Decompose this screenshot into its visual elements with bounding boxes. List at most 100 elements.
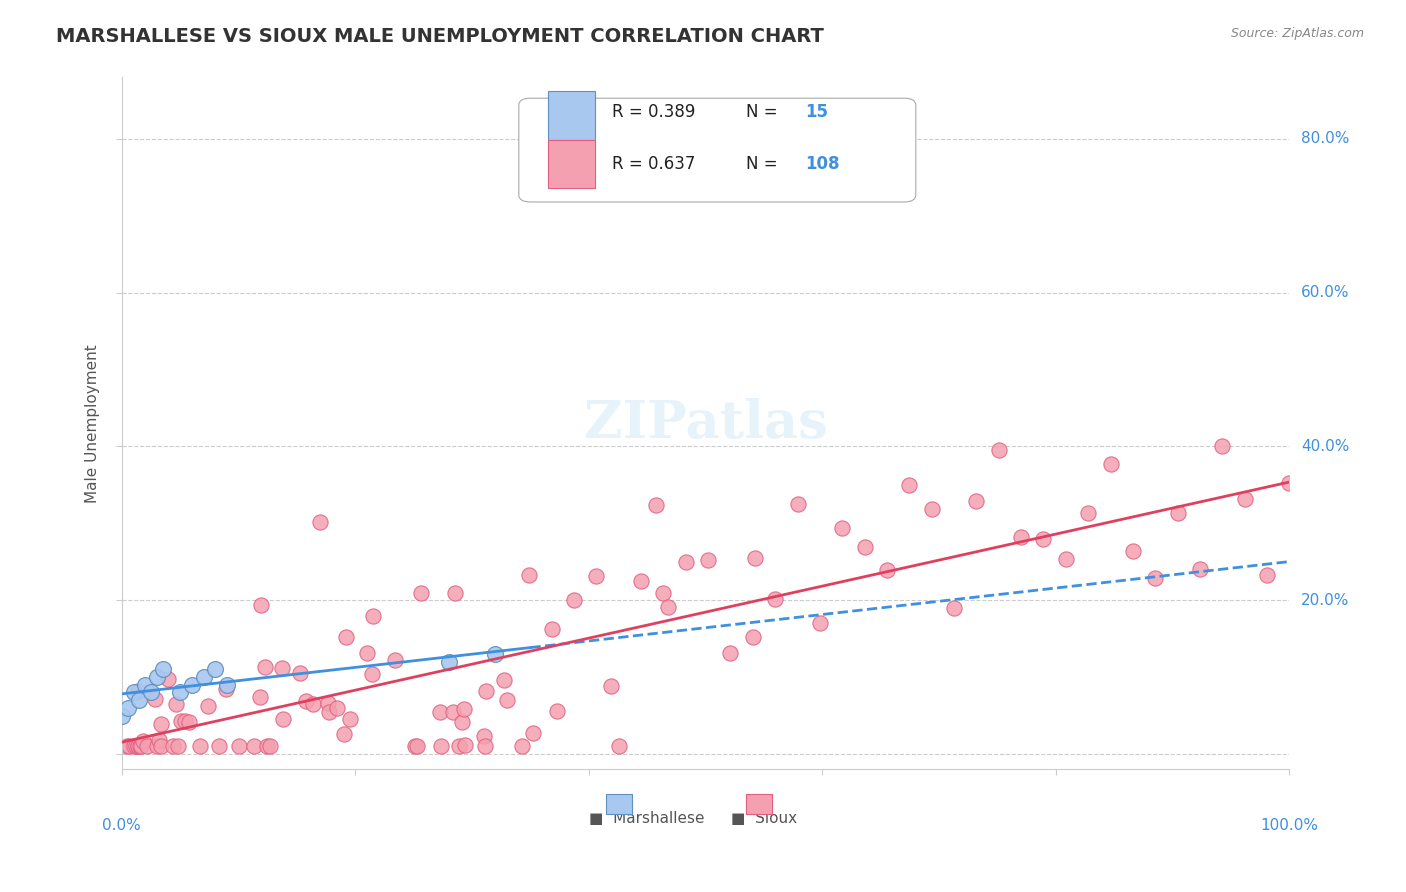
Point <box>741 630 763 644</box>
Point <box>1188 562 1211 576</box>
Point <box>443 586 465 600</box>
Point <box>853 540 876 554</box>
Text: MARSHALLESE VS SIOUX MALE UNEMPLOYMENT CORRELATION CHART: MARSHALLESE VS SIOUX MALE UNEMPLOYMENT C… <box>56 27 824 45</box>
Point <box>122 685 145 699</box>
Point <box>987 442 1010 457</box>
Point <box>127 739 149 754</box>
Point <box>288 666 311 681</box>
Point <box>1122 544 1144 558</box>
Text: Source: ZipAtlas.com: Source: ZipAtlas.com <box>1230 27 1364 40</box>
Point <box>335 630 357 644</box>
Point <box>215 678 238 692</box>
Point <box>1099 458 1122 472</box>
Point <box>510 739 533 754</box>
Text: 100.0%: 100.0% <box>1260 818 1319 833</box>
Point <box>356 647 378 661</box>
Point <box>132 734 155 748</box>
Text: N =: N = <box>747 103 778 121</box>
Point <box>271 711 294 725</box>
Point <box>259 739 281 754</box>
Bar <box>548 140 595 188</box>
Point <box>134 678 156 692</box>
Point <box>1211 439 1233 453</box>
Point <box>150 739 173 754</box>
Point <box>475 684 498 698</box>
Point <box>472 729 495 743</box>
Point <box>1256 568 1278 582</box>
Point <box>169 685 191 699</box>
Point <box>117 701 139 715</box>
Point <box>124 739 146 754</box>
Point <box>451 715 474 730</box>
Text: ZIPatlas: ZIPatlas <box>583 398 828 449</box>
Bar <box>606 794 633 814</box>
Point <box>644 498 666 512</box>
Point <box>332 727 354 741</box>
Point <box>136 739 159 754</box>
FancyBboxPatch shape <box>519 98 915 202</box>
Point <box>197 698 219 713</box>
Point <box>149 717 172 731</box>
Point <box>309 516 332 530</box>
Text: R = 0.637: R = 0.637 <box>612 155 696 173</box>
Point <box>437 655 460 669</box>
Point <box>129 739 152 754</box>
Point <box>270 661 292 675</box>
Point <box>301 698 323 712</box>
Bar <box>747 794 772 814</box>
Point <box>143 692 166 706</box>
Point <box>404 739 426 754</box>
Point <box>441 705 464 719</box>
Text: N =: N = <box>747 155 778 173</box>
Point <box>215 682 238 697</box>
Point <box>494 673 516 687</box>
Point <box>808 615 831 630</box>
Point <box>243 739 266 754</box>
Point <box>148 733 170 747</box>
Point <box>167 739 190 754</box>
Point <box>1233 492 1256 507</box>
Point <box>249 690 271 704</box>
Point <box>361 609 384 624</box>
Point <box>1144 571 1167 585</box>
Point <box>294 694 316 708</box>
Point <box>430 739 453 754</box>
Point <box>496 692 519 706</box>
Point <box>600 679 623 693</box>
Point <box>763 592 786 607</box>
Point <box>339 712 361 726</box>
Point <box>127 739 149 754</box>
Point <box>630 574 652 589</box>
Point <box>720 646 742 660</box>
Point <box>517 568 540 582</box>
Point <box>831 520 853 534</box>
Text: R = 0.389: R = 0.389 <box>612 103 696 121</box>
Point <box>540 623 562 637</box>
Point <box>453 702 475 716</box>
Point <box>156 672 179 686</box>
Point <box>188 739 211 754</box>
Text: ■  Marshallese: ■ Marshallese <box>589 811 704 826</box>
Point <box>546 704 568 718</box>
Point <box>208 739 231 754</box>
Point <box>146 739 169 754</box>
Point <box>657 600 679 615</box>
Point <box>522 726 544 740</box>
Y-axis label: Male Unemployment: Male Unemployment <box>86 344 100 503</box>
Point <box>943 600 966 615</box>
Point <box>898 477 921 491</box>
Point <box>115 739 138 754</box>
Point <box>129 739 152 754</box>
Text: 15: 15 <box>804 103 828 121</box>
Point <box>652 586 675 600</box>
Point <box>128 693 150 707</box>
Point <box>965 493 987 508</box>
Point <box>204 662 226 676</box>
Text: 108: 108 <box>804 155 839 173</box>
Point <box>177 714 200 729</box>
Point <box>786 497 808 511</box>
Point <box>406 739 429 754</box>
Point <box>1054 552 1077 566</box>
Point <box>1032 532 1054 546</box>
Point <box>562 592 585 607</box>
